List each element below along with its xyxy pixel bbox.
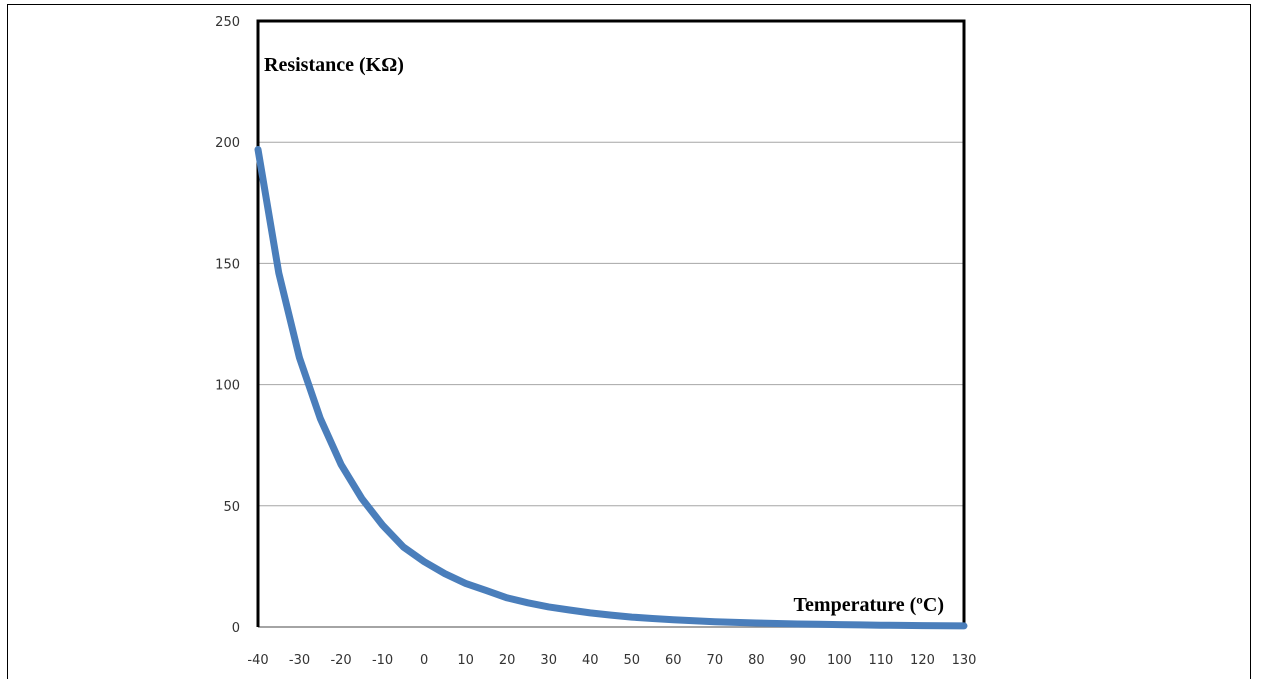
y-tick-label-0: 0: [232, 621, 240, 636]
y-tick-label-1: 50: [223, 500, 240, 515]
x-tick-label-11: 70: [707, 653, 724, 668]
x-tick-label-0: -40: [247, 653, 268, 668]
gridlines: [258, 142, 964, 506]
x-tick-label-3: -10: [372, 653, 393, 668]
x-tick-label-14: 100: [827, 653, 852, 668]
x-tick-label-8: 40: [582, 653, 599, 668]
x-tick-label-10: 60: [665, 653, 682, 668]
x-axis-title: Temperature (ºC): [794, 594, 944, 616]
y-tick-label-3: 150: [215, 257, 240, 272]
y-axis-title: Resistance (KΩ): [264, 54, 404, 76]
x-tick-label-7: 30: [540, 653, 557, 668]
series-layer: [258, 150, 964, 626]
x-tick-label-4: 0: [420, 653, 428, 668]
x-tick-label-9: 50: [623, 653, 640, 668]
x-tick-label-13: 90: [790, 653, 807, 668]
x-tick-label-12: 80: [748, 653, 765, 668]
y-tick-label-5: 250: [215, 15, 240, 30]
x-tick-label-6: 20: [499, 653, 516, 668]
x-tick-label-16: 120: [910, 653, 935, 668]
series-line-0: [258, 150, 964, 626]
x-axis-tick-labels: -40 -30 -20 -10 0 10 20 30 40 50 60 70 80 90 100 110 120…: [247, 653, 976, 668]
x-tick-label-15: 110: [869, 653, 894, 668]
x-tick-label-5: 10: [457, 653, 474, 668]
x-tick-label-17: 130: [952, 653, 977, 668]
plot-area-border: [258, 20, 964, 628]
x-tick-label-2: -20: [330, 653, 351, 668]
y-tick-label-4: 200: [215, 136, 240, 151]
y-axis-tick-labels: 0 50 100 150 200 250: [215, 15, 240, 636]
y-tick-label-2: 100: [215, 379, 240, 394]
x-tick-label-1: -30: [289, 653, 310, 668]
